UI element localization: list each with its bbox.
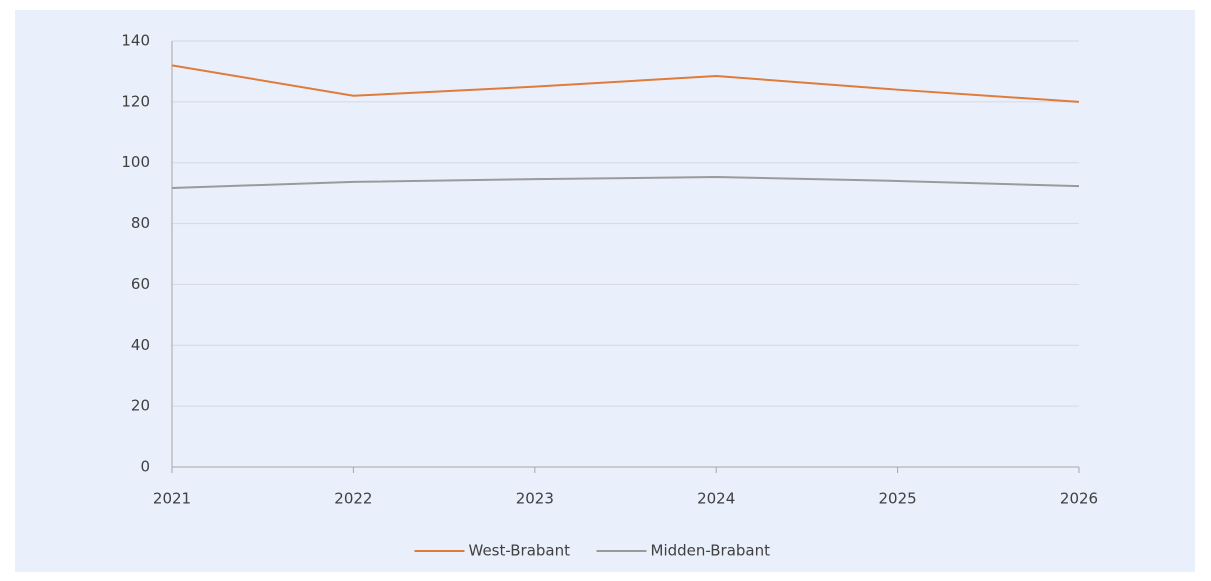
x-tick-label: 2026 bbox=[1060, 490, 1098, 508]
x-tick-label: 2022 bbox=[334, 490, 372, 508]
y-tick-label: 120 bbox=[121, 92, 150, 110]
y-tick-label: 0 bbox=[140, 458, 150, 476]
line-series bbox=[171, 64, 1080, 103]
y-tick-label: 40 bbox=[131, 336, 150, 354]
y-tick-label: 140 bbox=[121, 32, 150, 50]
legend-label: Midden-Brabant bbox=[651, 542, 771, 560]
line-series bbox=[171, 176, 1080, 189]
x-tick-label: 2024 bbox=[697, 490, 735, 508]
x-tick-label: 2021 bbox=[153, 490, 191, 508]
x-tick-label: 2023 bbox=[516, 490, 554, 508]
x-tick-label: 2025 bbox=[879, 490, 917, 508]
y-tick-label: 80 bbox=[131, 214, 150, 232]
y-tick-label: 60 bbox=[131, 275, 150, 293]
chart-background bbox=[15, 10, 1195, 572]
y-tick-label: 20 bbox=[131, 397, 150, 415]
y-tick-label: 100 bbox=[121, 153, 150, 171]
legend-label: West-Brabant bbox=[469, 542, 571, 560]
